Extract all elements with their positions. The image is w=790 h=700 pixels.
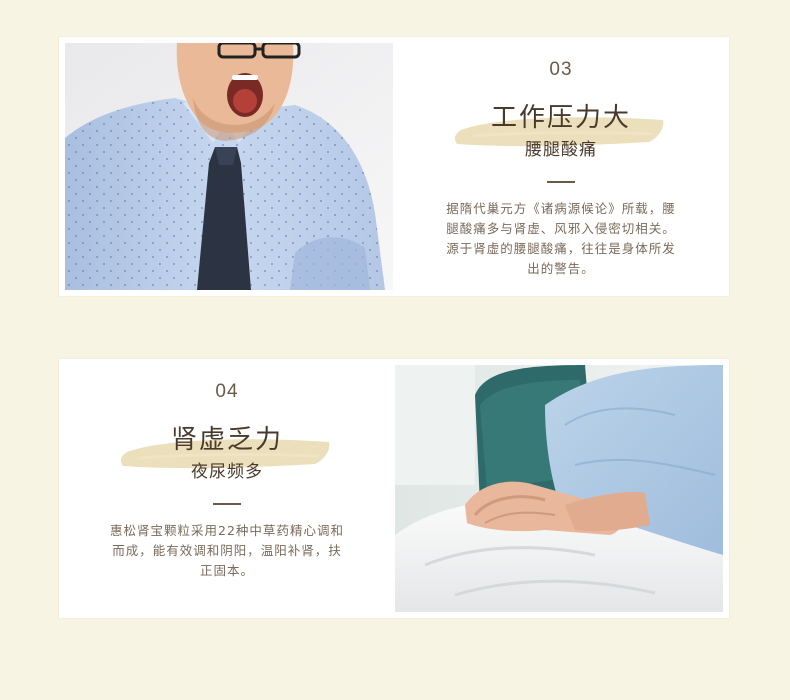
divider — [213, 503, 241, 505]
section-subtitle: 夜尿频多 — [191, 462, 263, 482]
feature-text-03: 03 工作压力大 腰腿酸痛 据隋代巢元方《诸病源候论》所载，腰腿酸痛多与肾虚、风… — [393, 37, 729, 296]
brush-stroke-decoration — [454, 117, 664, 147]
section-title: 工作压力大 — [490, 103, 631, 133]
patient-hands-photo — [395, 365, 723, 612]
yawning-man-photo — [65, 43, 393, 290]
feature-card-04: 04 肾虚乏力 夜尿频多 惠松肾宝颗粒采用22种中草药精心调和而成，能有效调和阴… — [59, 359, 729, 618]
divider — [547, 181, 575, 183]
section-body: 惠松肾宝颗粒采用22种中草药精心调和而成，能有效调和阴阳，温阳补肾，扶正固本。 — [110, 523, 344, 578]
section-number: 04 — [215, 381, 239, 402]
section-number: 03 — [549, 59, 573, 80]
section-subtitle: 腰腿酸痛 — [525, 140, 597, 160]
feature-text-04: 04 肾虚乏力 夜尿频多 惠松肾宝颗粒采用22种中草药精心调和而成，能有效调和阴… — [59, 359, 395, 618]
section-title: 肾虚乏力 — [170, 425, 283, 455]
section-body: 据隋代巢元方《诸病源候论》所载，腰腿酸痛多与肾虚、风邪入侵密切相关。源于肾虚的腰… — [446, 201, 676, 276]
feature-card-03: 03 工作压力大 腰腿酸痛 据隋代巢元方《诸病源候论》所载，腰腿酸痛多与肾虚、风… — [59, 37, 729, 296]
brush-stroke-decoration — [120, 439, 330, 469]
